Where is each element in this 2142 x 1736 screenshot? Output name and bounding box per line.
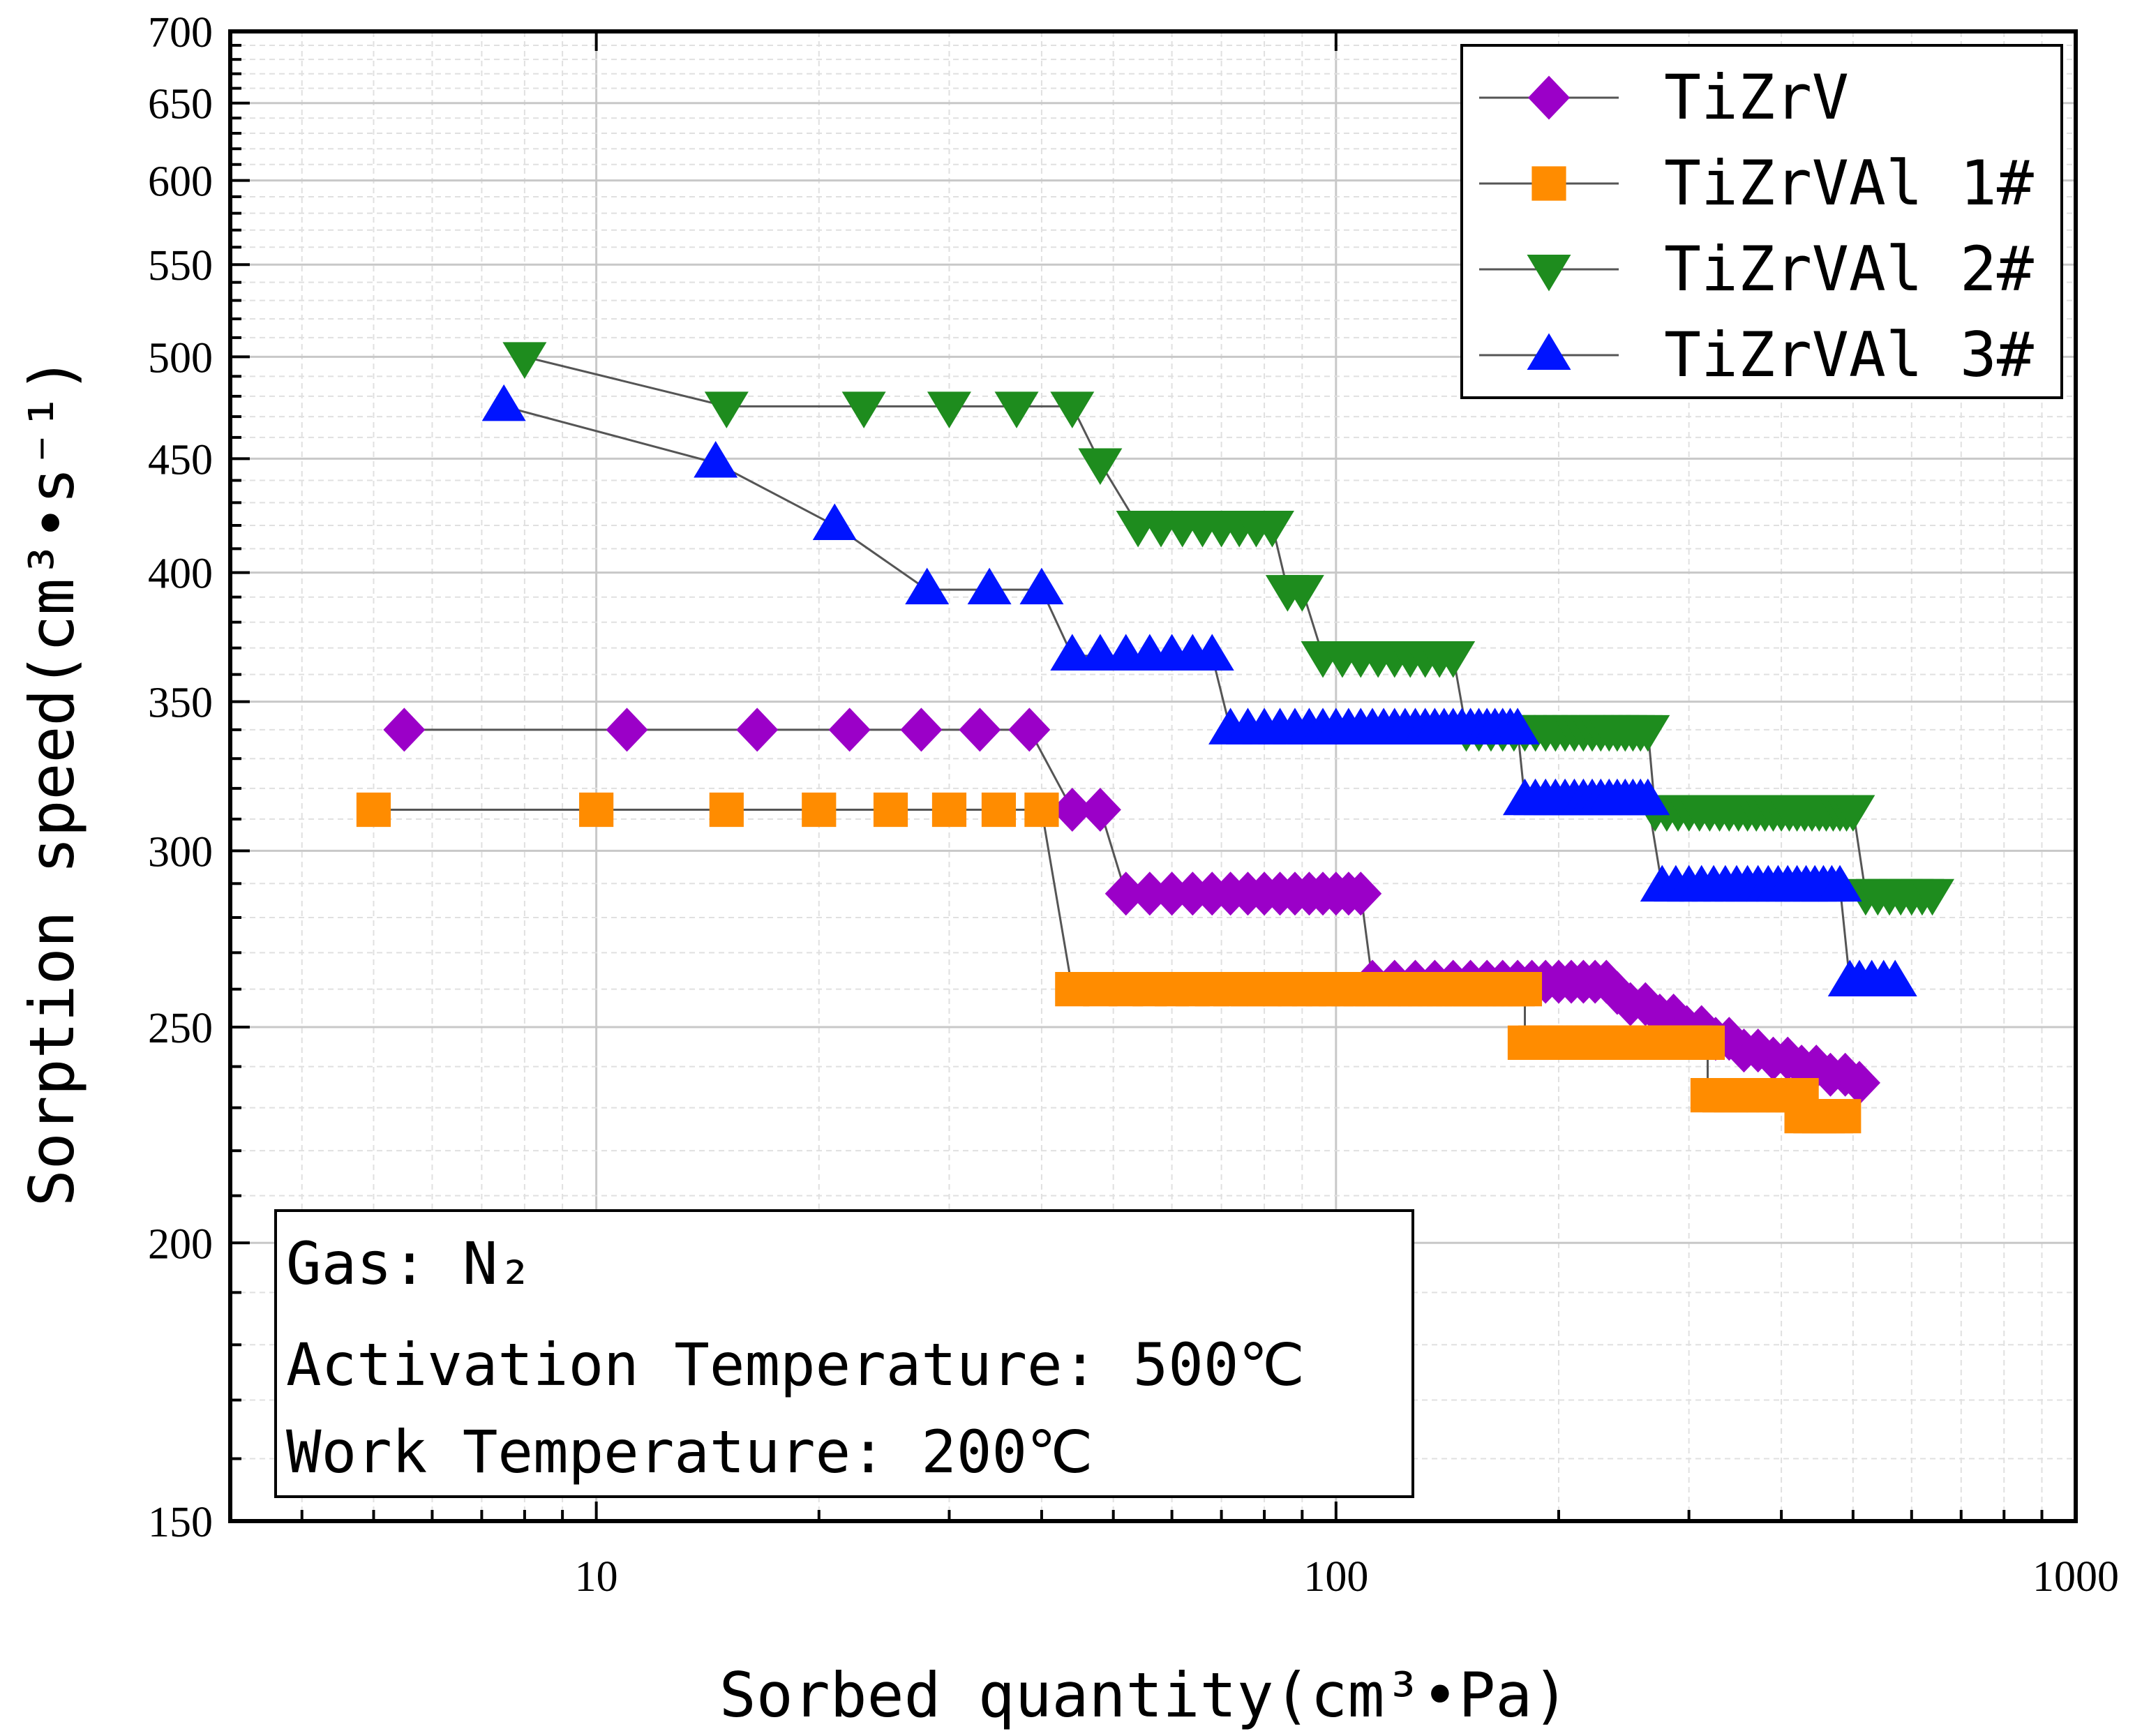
data-point-tizrval-3 xyxy=(1873,959,1917,997)
data-point-tizrval-2 xyxy=(994,391,1039,428)
legend-label-tizrv: TiZrV xyxy=(1664,61,1849,133)
data-point-tizrv xyxy=(828,708,871,752)
y-tick-label: 450 xyxy=(148,436,213,484)
series-markers xyxy=(356,342,1955,1134)
legend-marker-tizrv xyxy=(1528,75,1570,120)
y-tick-label: 350 xyxy=(148,680,213,727)
data-point-tizrval-2 xyxy=(1250,510,1294,548)
legend-label-tizrval-3: TiZrVAl 3# xyxy=(1664,319,2034,391)
legend: TiZrV TiZrVAl 1# TiZrVAl 2# TiZrVAl 3# xyxy=(1460,44,2063,399)
series-line-tizrval-1 xyxy=(373,809,1844,1118)
y-tick-label: 700 xyxy=(148,9,213,57)
x-tick-label: 1000 xyxy=(2032,1553,2119,1601)
y-tick-labels: 150 200 250 300 350 400 450 500 550 600 650 700 xyxy=(148,9,213,1546)
annotation-frame xyxy=(274,1209,1414,1498)
data-point-tizrval-2 xyxy=(1626,714,1670,752)
data-point-tizrval-2 xyxy=(1910,878,1955,916)
y-tick-label: 400 xyxy=(148,551,213,598)
data-point-tizrval-1 xyxy=(1690,1025,1725,1060)
data-point-tizrval-3 xyxy=(1495,708,1540,744)
data-point-tizrv xyxy=(383,708,426,752)
data-point-tizrval-2 xyxy=(927,391,971,428)
legend-label-tizrval-2: TiZrVAl 2# xyxy=(1664,233,2034,305)
legend-label-tizrval-1: TiZrVAl 1# xyxy=(1664,147,2034,219)
data-point-tizrval-1 xyxy=(931,792,967,828)
data-point-tizrval-3 xyxy=(967,567,1012,605)
data-point-tizrval-1 xyxy=(579,792,614,828)
data-point-tizrval-3 xyxy=(1626,778,1670,816)
conditions-annotation-box: Gas: N₂ Activation Temperature: 500℃ Wor… xyxy=(274,1209,1414,1498)
y-tick-label: 500 xyxy=(148,334,213,382)
data-point-tizrval-2 xyxy=(1050,391,1095,428)
data-point-tizrval-1 xyxy=(1507,972,1543,1007)
y-tick-label: 300 xyxy=(148,828,213,876)
data-point-tizrv xyxy=(736,708,779,752)
data-point-tizrval-2 xyxy=(704,391,749,428)
data-point-tizrval-2 xyxy=(1831,795,1875,832)
data-point-tizrval-3 xyxy=(1019,567,1064,605)
data-point-tizrval-3 xyxy=(694,441,738,478)
grid-lines xyxy=(230,30,2077,1522)
data-point-tizrval-3 xyxy=(1050,634,1095,671)
annotation-work-temperature: Work Temperature: 200℃ xyxy=(286,1418,1093,1486)
data-point-tizrv xyxy=(1008,708,1051,752)
legend-marker-tizrval-3 xyxy=(1527,333,1571,370)
annotation-activation-temperature: Activation Temperature: 500℃ xyxy=(286,1331,1305,1399)
data-point-tizrval-1 xyxy=(709,792,744,828)
data-point-tizrval-2 xyxy=(841,391,886,428)
data-point-tizrval-3 xyxy=(1190,634,1234,671)
y-tick-label: 600 xyxy=(148,158,213,206)
y-tick-label: 150 xyxy=(148,1499,213,1546)
y-tick-label: 200 xyxy=(148,1220,213,1268)
legend-marker-tizrval-1 xyxy=(1531,166,1566,201)
data-point-tizrval-2 xyxy=(502,342,547,379)
x-tick-label: 100 xyxy=(1303,1553,1368,1601)
data-point-tizrval-2 xyxy=(1431,641,1476,678)
legend-marker-tizrval-2 xyxy=(1527,255,1571,292)
data-point-tizrv xyxy=(1838,1061,1880,1105)
data-point-tizrval-3 xyxy=(905,567,950,605)
data-point-tizrv xyxy=(1079,788,1121,832)
data-point-tizrval-2 xyxy=(1078,448,1123,486)
y-tick-label: 250 xyxy=(148,1005,213,1052)
data-point-tizrv xyxy=(900,708,943,752)
y-tick-label: 650 xyxy=(148,81,213,128)
data-point-tizrv xyxy=(1051,788,1093,832)
data-point-tizrval-1 xyxy=(1827,1099,1862,1134)
x-tick-labels: 10 100 1000 xyxy=(575,1553,2119,1601)
plot-area-frame xyxy=(228,29,2078,1523)
data-point-tizrv xyxy=(1128,871,1171,916)
data-point-tizrval-1 xyxy=(981,792,1017,828)
data-point-tizrv xyxy=(959,708,1001,752)
y-tick-label: 550 xyxy=(148,242,213,290)
x-tick-label: 10 xyxy=(575,1553,618,1601)
y-axis-label: Sorption speed(cm³•s⁻¹) xyxy=(16,357,88,1207)
data-point-tizrval-1 xyxy=(873,792,908,828)
data-point-tizrv xyxy=(606,708,648,752)
data-point-tizrval-1 xyxy=(802,792,837,828)
data-point-tizrval-1 xyxy=(1055,972,1090,1007)
x-axis-label: Sorbed quantity(cm³•Pa) xyxy=(719,1659,1570,1731)
data-point-tizrval-1 xyxy=(356,792,391,828)
data-point-tizrv xyxy=(1340,871,1382,916)
data-point-tizrval-3 xyxy=(481,384,526,421)
data-point-tizrval-3 xyxy=(1818,865,1862,902)
data-point-tizrval-3 xyxy=(812,503,857,540)
annotation-gas: Gas: N₂ xyxy=(286,1229,533,1298)
data-point-tizrv xyxy=(1104,871,1147,916)
data-point-tizrval-1 xyxy=(1024,792,1059,828)
data-point-tizrval-2 xyxy=(1280,575,1324,612)
